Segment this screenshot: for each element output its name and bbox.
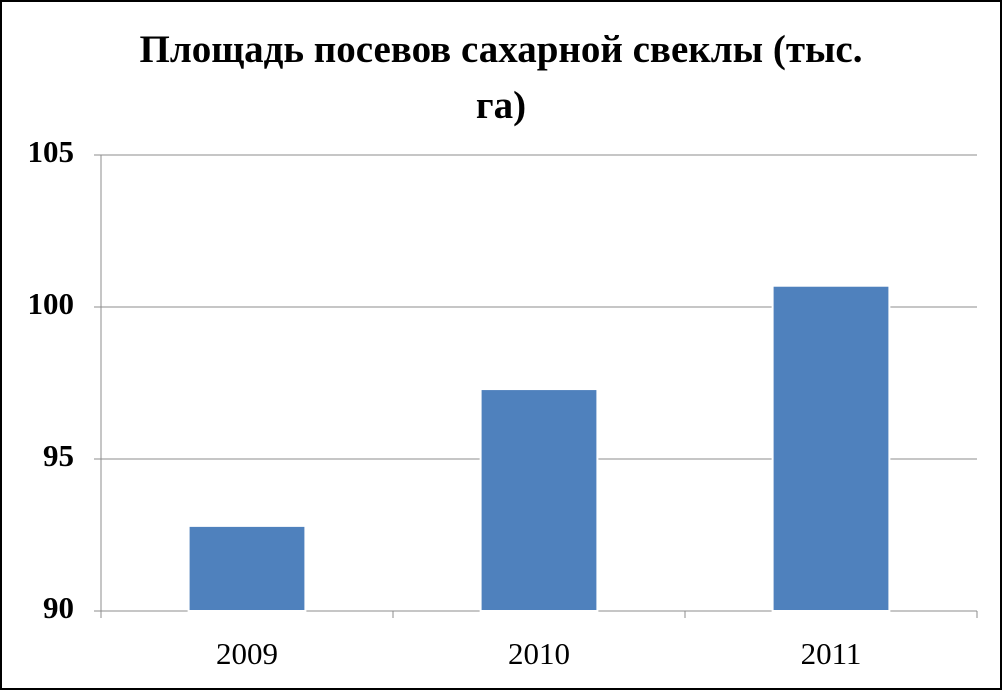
y-tick-label: 90 <box>43 590 74 625</box>
y-tick-label: 105 <box>28 134 75 169</box>
x-tick-label: 2009 <box>216 636 278 671</box>
y-tick-label: 95 <box>43 438 74 473</box>
bar <box>187 524 307 613</box>
bar <box>771 284 891 612</box>
bar <box>479 388 599 612</box>
y-tick-label: 100 <box>28 286 75 321</box>
x-tick-label: 2011 <box>801 636 862 671</box>
x-tick-label: 2010 <box>508 636 570 671</box>
chart-title: Площадь посевов сахарной свеклы (тыс. га… <box>139 28 863 127</box>
